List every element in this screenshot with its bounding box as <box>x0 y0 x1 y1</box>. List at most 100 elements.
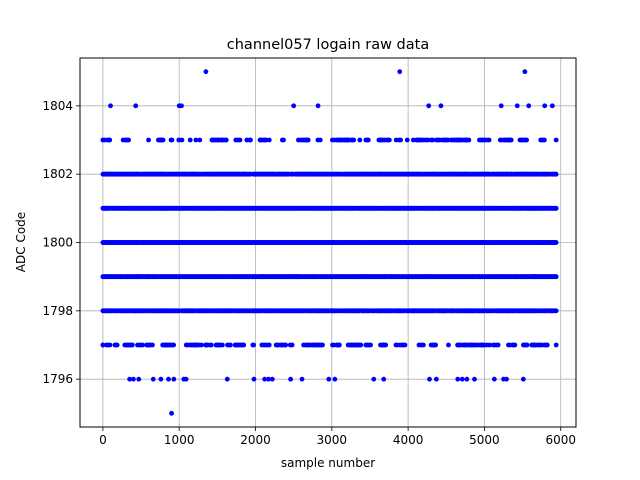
data-point <box>198 342 204 348</box>
y-tick-label: 1796 <box>42 372 73 386</box>
data-point <box>219 342 225 348</box>
data-point <box>397 69 403 75</box>
data-point <box>127 376 132 382</box>
data-point <box>426 103 432 109</box>
data-point <box>520 376 526 382</box>
data-point <box>446 342 451 348</box>
data-point <box>358 342 364 348</box>
x-tick-label: 5000 <box>469 433 500 447</box>
data-point <box>522 69 528 75</box>
data-point <box>248 137 253 143</box>
data-point <box>553 205 559 211</box>
data-point <box>203 69 209 75</box>
data-point <box>425 137 431 143</box>
data-point <box>427 376 432 382</box>
y-axis-label: ADC Code <box>14 212 28 272</box>
data-point <box>508 137 514 143</box>
chart-title: channel057 logain raw data <box>227 37 429 53</box>
data-point <box>553 274 559 280</box>
data-point <box>336 342 342 348</box>
data-point <box>146 137 151 143</box>
y-tick-label: 1800 <box>42 236 73 250</box>
x-tick-label: 3000 <box>317 433 348 447</box>
data-point <box>197 137 203 143</box>
data-point <box>433 376 439 382</box>
y-tick-label: 1804 <box>42 99 73 113</box>
data-point <box>171 342 177 348</box>
data-point <box>183 376 189 382</box>
data-point <box>553 308 559 314</box>
data-point <box>433 342 439 348</box>
data-point <box>281 137 286 143</box>
data-point <box>193 137 199 143</box>
data-point <box>365 137 371 143</box>
data-point <box>524 342 530 348</box>
data-point <box>371 376 377 382</box>
data-point <box>459 376 465 382</box>
data-point <box>351 137 357 143</box>
data-point <box>160 137 166 143</box>
data-point <box>438 103 444 109</box>
data-point <box>487 342 492 348</box>
data-point <box>498 103 504 109</box>
data-point <box>150 376 156 382</box>
data-point <box>100 240 106 245</box>
data-point <box>131 376 136 382</box>
data-point <box>464 376 470 382</box>
data-point <box>430 137 435 143</box>
data-point <box>158 376 164 382</box>
data-point <box>514 103 520 109</box>
data-point <box>150 342 155 348</box>
data-point <box>320 342 325 348</box>
data-point <box>549 103 555 109</box>
data-point <box>129 342 135 348</box>
data-point <box>133 103 139 109</box>
data-point <box>402 342 408 348</box>
data-point <box>315 103 321 109</box>
data-point <box>266 376 271 382</box>
data-point <box>305 137 311 143</box>
data-point <box>542 103 548 109</box>
data-point <box>171 376 177 382</box>
data-point <box>114 342 120 348</box>
data-point <box>107 137 113 143</box>
data-point <box>179 103 184 109</box>
x-tick-label: 4000 <box>393 433 424 447</box>
data-point <box>289 342 295 348</box>
data-point <box>386 137 392 143</box>
data-point <box>524 137 530 143</box>
data-point <box>332 376 338 382</box>
data-point <box>495 342 501 348</box>
data-point <box>526 103 532 109</box>
data-point <box>512 342 518 348</box>
data-point <box>553 137 559 143</box>
data-point <box>410 137 416 143</box>
data-point <box>140 342 145 348</box>
data-point <box>420 342 426 348</box>
data-point <box>227 342 233 348</box>
data-point <box>486 137 492 143</box>
data-point <box>326 376 332 382</box>
data-point <box>169 410 174 416</box>
data-point <box>100 342 106 348</box>
data-point <box>299 376 305 382</box>
data-point <box>472 376 477 382</box>
data-point <box>288 376 294 382</box>
x-tick-label: 2000 <box>240 433 271 447</box>
data-points <box>100 69 559 416</box>
data-point <box>107 342 113 348</box>
data-point <box>357 137 363 143</box>
data-point <box>251 342 256 348</box>
data-point <box>100 274 106 280</box>
x-tick-label: 0 <box>99 433 107 447</box>
data-point <box>108 103 113 109</box>
data-point <box>223 137 229 143</box>
data-point <box>317 137 323 143</box>
y-axis: 1796 1798 1800 1802 1804 <box>42 99 80 386</box>
x-tick-label: 6000 <box>545 433 576 447</box>
x-tick-label: 1000 <box>164 433 195 447</box>
data-point <box>466 137 472 143</box>
data-point <box>166 376 171 382</box>
data-point <box>237 137 243 143</box>
